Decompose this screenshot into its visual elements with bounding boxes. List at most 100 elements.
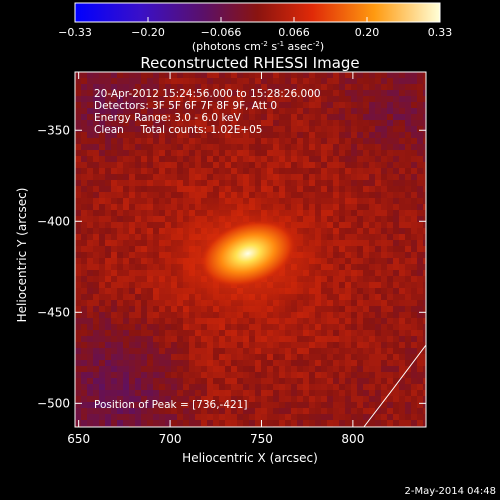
image-pixel	[327, 180, 333, 186]
image-pixel	[333, 84, 339, 90]
image-pixel	[321, 156, 327, 162]
image-pixel	[357, 96, 363, 102]
image-pixel	[153, 342, 159, 348]
image-pixel	[363, 306, 369, 312]
image-pixel	[345, 408, 351, 414]
image-pixel	[123, 270, 129, 276]
image-pixel	[363, 402, 369, 408]
image-pixel	[423, 252, 426, 258]
image-pixel	[399, 108, 405, 114]
image-pixel	[417, 402, 423, 408]
image-pixel	[183, 408, 189, 414]
image-pixel	[291, 132, 297, 138]
image-pixel	[363, 264, 369, 270]
image-pixel	[117, 342, 123, 348]
image-pixel	[375, 384, 381, 390]
image-pixel	[111, 360, 117, 366]
image-pixel	[189, 90, 195, 96]
image-pixel	[393, 342, 399, 348]
image-pixel	[99, 378, 105, 384]
image-pixel	[315, 168, 321, 174]
image-pixel	[99, 126, 105, 132]
image-pixel	[141, 78, 147, 84]
image-pixel	[243, 120, 249, 126]
image-pixel	[357, 108, 363, 114]
image-pixel	[387, 228, 393, 234]
image-pixel	[123, 78, 129, 84]
image-pixel	[117, 258, 123, 264]
image-pixel	[135, 180, 141, 186]
colorbar-ticks: −0.33 −0.20 −0.066 0.066 0.20 0.33	[58, 17, 452, 39]
image-pixel	[237, 402, 243, 408]
image-pixel	[345, 282, 351, 288]
image-pixel	[333, 198, 339, 204]
image-pixel	[405, 114, 411, 120]
image-pixel	[93, 192, 99, 198]
image-pixel	[177, 390, 183, 396]
image-pixel	[423, 72, 426, 78]
plot-frame	[74, 71, 427, 428]
image-pixel	[411, 336, 417, 342]
image-pixel	[339, 276, 345, 282]
image-pixel	[123, 90, 129, 96]
image-pixel	[345, 144, 351, 150]
image-pixel	[201, 174, 207, 180]
image-pixel	[219, 126, 225, 132]
image-pixel	[213, 96, 219, 102]
image-pixel	[183, 126, 189, 132]
image-pixel	[279, 354, 285, 360]
image-pixel	[327, 396, 333, 402]
image-pixel	[357, 384, 363, 390]
image-pixel	[423, 342, 426, 348]
image-pixel	[387, 162, 393, 168]
image-pixel	[159, 102, 165, 108]
image-pixel	[273, 390, 279, 396]
image-pixel	[327, 324, 333, 330]
image-pixel	[177, 102, 183, 108]
image-pixel	[87, 180, 93, 186]
image-pixel	[321, 408, 327, 414]
image-pixel	[75, 108, 81, 114]
image-pixel	[141, 96, 147, 102]
image-pixel	[303, 354, 309, 360]
image-pixel	[213, 72, 219, 78]
image-pixel	[285, 372, 291, 378]
image-pixel	[399, 318, 405, 324]
image-pixel	[93, 210, 99, 216]
image-pixel	[255, 414, 261, 420]
image-pixel	[297, 102, 303, 108]
image-pixel	[363, 360, 369, 366]
image-pixel	[387, 246, 393, 252]
image-pixel	[237, 126, 243, 132]
image-pixel	[81, 144, 87, 150]
image-pixel	[309, 354, 315, 360]
image-pixel	[279, 96, 285, 102]
image-pixel	[135, 276, 141, 282]
image-pixel	[165, 96, 171, 102]
image-pixel	[183, 132, 189, 138]
image-pixel	[393, 162, 399, 168]
image-pixel	[93, 78, 99, 84]
image-pixel	[315, 402, 321, 408]
image-pixel	[243, 102, 249, 108]
image-pixel	[81, 288, 87, 294]
image-pixel	[219, 330, 225, 336]
image-pixel	[249, 330, 255, 336]
image-pixel	[111, 402, 117, 408]
image-pixel	[237, 372, 243, 378]
image-pixel	[255, 132, 261, 138]
image-pixel	[339, 138, 345, 144]
image-pixel	[345, 378, 351, 384]
image-pixel	[249, 420, 255, 426]
image-pixel	[279, 336, 285, 342]
image-pixel	[87, 252, 93, 258]
image-pixel	[117, 294, 123, 300]
image-pixel	[261, 156, 267, 162]
image-pixel	[171, 120, 177, 126]
image-pixel	[123, 372, 129, 378]
image-pixel	[159, 114, 165, 120]
image-pixel	[249, 390, 255, 396]
image-pixel	[219, 390, 225, 396]
image-pixel	[321, 318, 327, 324]
image-pixel	[363, 144, 369, 150]
